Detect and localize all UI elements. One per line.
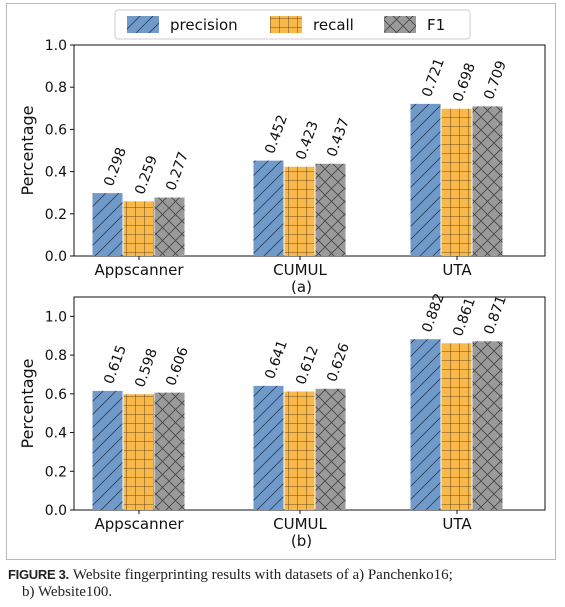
- data-label: 0.861: [450, 295, 479, 338]
- bar-precision-uta: [410, 339, 441, 510]
- bar-hatch: [284, 391, 315, 510]
- legend-item-precision: precision: [127, 16, 238, 34]
- caption-text-line1: Website fingerprinting results with data…: [72, 567, 453, 583]
- bar-precision-cumul: [253, 160, 284, 256]
- bar-recall-appscanner: [123, 201, 154, 256]
- data-label: 0.882: [419, 291, 448, 334]
- caption-text-line2: b) Website100.: [22, 584, 113, 600]
- data-label: 0.606: [163, 345, 192, 388]
- bar-hatch: [315, 388, 346, 510]
- bar-precision-appscanner: [92, 193, 123, 256]
- bar-f1-cumul: [315, 163, 346, 256]
- legend-swatch-hatch: [384, 16, 416, 33]
- data-label: 0.298: [101, 145, 130, 188]
- bar-precision-uta: [410, 103, 441, 256]
- data-label: 0.709: [481, 59, 510, 102]
- data-label: 0.612: [293, 344, 322, 387]
- bar-recall-cumul: [284, 166, 315, 256]
- y-tick-label: 0.8: [45, 348, 67, 364]
- data-label: 0.615: [101, 343, 130, 386]
- x-tick-label: CUMUL: [273, 515, 327, 533]
- bar-hatch: [441, 343, 472, 510]
- data-label: 0.871: [481, 294, 510, 337]
- data-label: 0.437: [324, 116, 353, 159]
- bar-recall-cumul: [284, 391, 315, 510]
- bar-f1-appscanner: [154, 197, 185, 256]
- bar-hatch: [441, 108, 472, 256]
- y-tick-label: 0.8: [45, 80, 67, 96]
- bar-recall-uta: [441, 108, 472, 256]
- data-label: 0.641: [262, 338, 291, 381]
- bar-f1-uta: [472, 341, 503, 510]
- bar-f1-appscanner: [154, 392, 185, 510]
- x-tick-label: UTA: [442, 515, 472, 533]
- figure-frame: [6, 3, 556, 560]
- data-label: 0.423: [293, 119, 322, 162]
- bar-f1-cumul: [315, 388, 346, 510]
- legend-label: recall: [313, 16, 354, 34]
- bar-hatch: [284, 166, 315, 256]
- bar-hatch: [253, 385, 284, 510]
- figure-caption: FIGURE 3. Website fingerprinting results …: [8, 566, 553, 601]
- y-tick-label: 0.4: [45, 426, 67, 442]
- x-tick-label: Appscanner: [95, 515, 185, 533]
- bar-recall-appscanner: [123, 394, 154, 510]
- bar-recall-uta: [441, 343, 472, 510]
- bar-precision-appscanner: [92, 390, 123, 510]
- bar-hatch: [472, 106, 503, 256]
- bar-f1-uta: [472, 106, 503, 256]
- figure-charts: 0.0 0.2 0.4 0.6 0.8 1.0 Percentage Appscanner 0.…: [18, 9, 546, 550]
- y-axis-label: Percentage: [18, 358, 37, 448]
- data-label: 0.721: [419, 56, 448, 99]
- bar-hatch: [154, 197, 185, 256]
- bar-hatch: [154, 392, 185, 510]
- bar-hatch: [123, 394, 154, 510]
- y-tick-label: 0.0: [45, 249, 67, 265]
- bar-precision-cumul: [253, 385, 284, 510]
- legend-swatch-hatch: [270, 16, 302, 33]
- y-tick-label: 0.0: [45, 503, 67, 519]
- legend-swatch-hatch: [127, 16, 159, 33]
- x-tick-label: Appscanner: [95, 261, 185, 279]
- bar-hatch: [92, 193, 123, 256]
- caption-label: FIGURE 3.: [8, 567, 69, 582]
- bar-hatch: [315, 163, 346, 256]
- y-tick-label: 0.6: [45, 387, 67, 403]
- y-tick-label: 0.6: [45, 122, 67, 138]
- chart-subtitle: (a): [291, 278, 312, 296]
- bar-hatch: [253, 160, 284, 256]
- x-tick-label: CUMUL: [273, 261, 327, 279]
- bar-hatch: [410, 339, 441, 510]
- data-label: 0.259: [132, 154, 161, 197]
- data-label: 0.598: [132, 346, 161, 389]
- bar-hatch: [410, 103, 441, 256]
- x-tick-label: UTA: [442, 261, 472, 279]
- legend: precision recall F1: [114, 9, 471, 40]
- data-label: 0.452: [262, 113, 291, 156]
- chart-subtitle: (b): [291, 532, 312, 550]
- y-tick-label: 0.4: [45, 165, 67, 181]
- legend-label: F1: [427, 16, 445, 34]
- y-tick-label: 0.2: [45, 207, 67, 223]
- y-tick-label: 1.0: [45, 38, 67, 54]
- bar-hatch: [472, 341, 503, 510]
- data-label: 0.698: [450, 61, 479, 104]
- legend-label: precision: [170, 16, 238, 34]
- data-label: 0.626: [324, 341, 353, 384]
- y-axis-label: Percentage: [18, 105, 37, 195]
- data-label: 0.277: [163, 150, 192, 193]
- legend-item-recall: recall: [270, 16, 354, 34]
- y-tick-label: 0.2: [45, 464, 67, 480]
- chart-panel-b: 0.0 0.2 0.4 0.6 0.8 1.0 Percentage Appscanner 0.…: [18, 291, 546, 550]
- chart-panel-a: 0.0 0.2 0.4 0.6 0.8 1.0 Percentage Appscanner 0.…: [18, 9, 546, 296]
- y-tick-label: 1.0: [45, 309, 67, 325]
- legend-item-f1: F1: [384, 16, 445, 34]
- bar-hatch: [123, 201, 154, 256]
- bar-hatch: [92, 390, 123, 510]
